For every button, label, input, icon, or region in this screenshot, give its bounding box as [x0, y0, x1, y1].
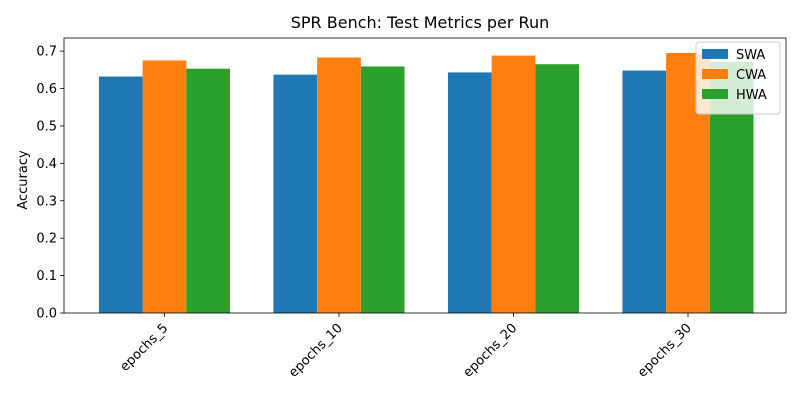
- y-tick-label: 0.4: [36, 157, 57, 172]
- bar-hwa-epochs_20: [535, 64, 580, 313]
- x-tick-label: epochs_30: [635, 321, 695, 381]
- bar-cwa-epochs_20: [491, 55, 536, 314]
- x-tick-label: epochs_20: [461, 321, 521, 381]
- bar-swa-epochs_30: [622, 70, 667, 313]
- bar-cwa-epochs_5: [142, 60, 187, 314]
- plot-frame: [63, 37, 787, 314]
- y-tick-label: 0.5: [36, 119, 57, 134]
- legend: SWA CWA HWA: [695, 41, 781, 115]
- y-tick-label: 0.0: [36, 307, 57, 322]
- bar-hwa-epochs_5: [186, 68, 231, 314]
- legend-swatch-hwa: [702, 89, 728, 99]
- y-tick-label: 0.1: [36, 269, 57, 284]
- y-tick-label: 0.7: [36, 45, 57, 60]
- bar-cwa-epochs_10: [317, 57, 361, 314]
- legend-label-swa: SWA: [736, 48, 765, 63]
- bar-hwa-epochs_10: [360, 66, 405, 313]
- bar-swa-epochs_10: [273, 74, 318, 313]
- legend-label-hwa: HWA: [736, 88, 767, 103]
- y-tick-label: 0.2: [36, 232, 57, 247]
- bar-swa-epochs_5: [98, 76, 143, 313]
- legend-label-cwa: CWA: [736, 68, 766, 83]
- legend-swatch-cwa: [702, 69, 728, 79]
- y-axis-label: Accuracy: [16, 150, 31, 210]
- y-tick-label: 0.3: [36, 194, 57, 209]
- y-tick-label: 0.6: [36, 82, 57, 97]
- x-tick-label: epochs_10: [286, 321, 346, 381]
- x-tick-label: epochs_5: [117, 321, 171, 375]
- bar-swa-epochs_20: [447, 72, 492, 313]
- legend-swatch-swa: [702, 49, 728, 59]
- chart-title: SPR Bench: Test Metrics per Run: [291, 13, 549, 32]
- plot-area: 0.0 0.1 0.2 0.3 0.4 0.5 0.6 0.7 epochs_5 epochs_1…: [36, 37, 787, 381]
